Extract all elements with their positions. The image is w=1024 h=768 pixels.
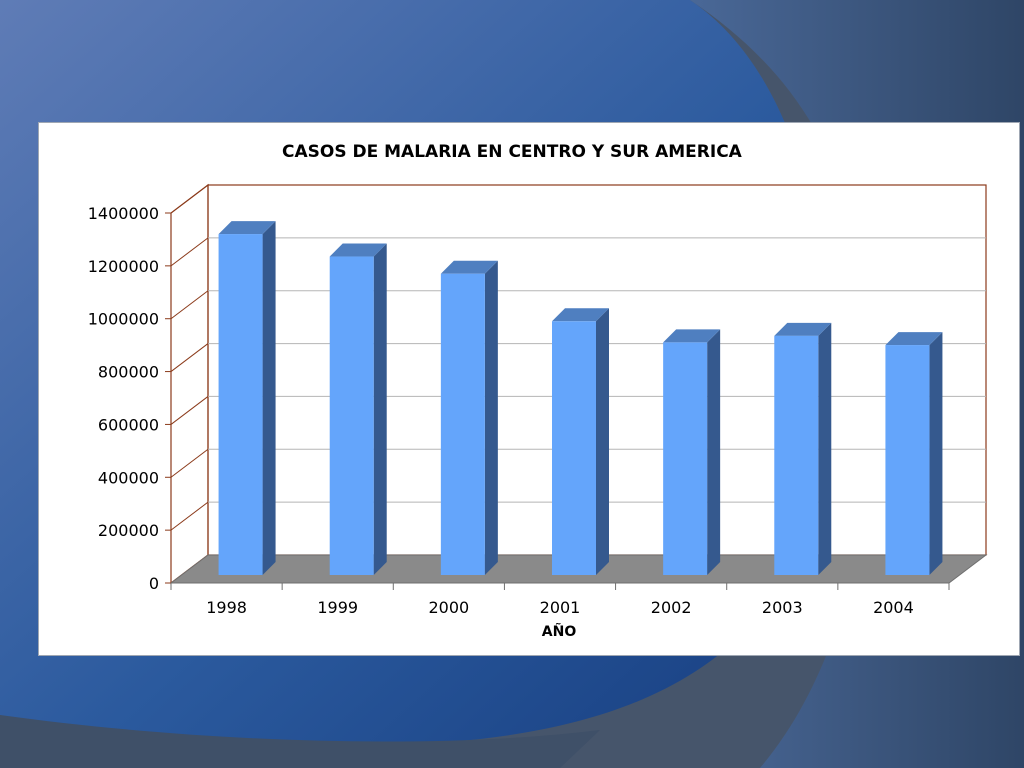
bar-1999 [329, 243, 387, 575]
bar-2001 [552, 308, 609, 575]
bar-2002 [663, 329, 721, 575]
title-group: CASOS DE MALARIA EN CENTRO Y SUR AMERICA [282, 142, 743, 162]
x-tick-label: 2001 [540, 598, 581, 617]
side-wall [170, 183, 209, 585]
bar-1998 [218, 221, 276, 576]
bar-front [663, 342, 708, 575]
bar-side [596, 308, 609, 575]
side-gridline [170, 290, 209, 320]
y-tick-label: 400000 [98, 468, 159, 487]
y-tick-label: 1000000 [88, 310, 159, 329]
bar-2000 [440, 260, 498, 575]
y-tick-label: 0 [149, 574, 159, 593]
bar-front [218, 234, 263, 576]
side-gridline [170, 184, 209, 214]
y-tick-label: 600000 [98, 415, 159, 434]
y-axis-ticks: 0 200000 400000 600000 800000 1000000 1200000 1… [88, 204, 171, 593]
bar-2003 [774, 322, 832, 575]
side-gridline [170, 396, 209, 425]
malaria-bar-chart: CASOS DE MALARIA EN CENTRO Y SUR AMERICA… [88, 142, 988, 640]
bar-top [774, 322, 832, 336]
bar-side [373, 243, 387, 575]
bar-front [885, 345, 930, 575]
bar-side [707, 329, 721, 575]
x-axis-title: AÑO [542, 623, 577, 640]
x-tick-label: 2002 [651, 598, 692, 617]
side-gridline [170, 343, 209, 372]
y-tick-label: 200000 [98, 521, 159, 540]
chart-title: CASOS DE MALARIA EN CENTRO Y SUR AMERICA [282, 142, 743, 162]
x-tick-label: 2003 [762, 598, 803, 617]
x-axis-ticks: 1998 1999 2000 2001 2002 2003 2004 [170, 583, 950, 617]
y-tick-label: 1200000 [88, 257, 159, 276]
bar-top [552, 308, 609, 322]
x-tick-label: 2004 [873, 598, 914, 617]
bar-side [262, 221, 276, 576]
bar-side [818, 322, 832, 575]
bar-top [440, 260, 498, 274]
bar-side [484, 260, 498, 575]
bar-top [885, 332, 943, 346]
x-tick-label: 1998 [206, 598, 247, 617]
chart-panel: CASOS DE MALARIA EN CENTRO Y SUR AMERICA… [38, 122, 1020, 656]
bar-front [552, 321, 596, 575]
bar-front [440, 273, 485, 575]
bar-top [218, 221, 276, 235]
side-gridline [170, 448, 209, 478]
y-tick-label: 800000 [98, 363, 159, 382]
bar-2004 [885, 332, 943, 575]
x-tick-label: 2000 [428, 598, 469, 617]
side-gridline [170, 237, 209, 267]
bar-front [329, 256, 374, 575]
bar-top [329, 243, 387, 257]
x-tick-label: 1999 [317, 598, 358, 617]
bar-top [663, 329, 721, 343]
background-bottom-band [0, 715, 600, 768]
y-tick-label: 1400000 [88, 204, 159, 223]
bars-layer [218, 221, 943, 576]
bar-side [929, 332, 943, 575]
bar-front [774, 335, 819, 575]
side-gridline [170, 501, 209, 531]
